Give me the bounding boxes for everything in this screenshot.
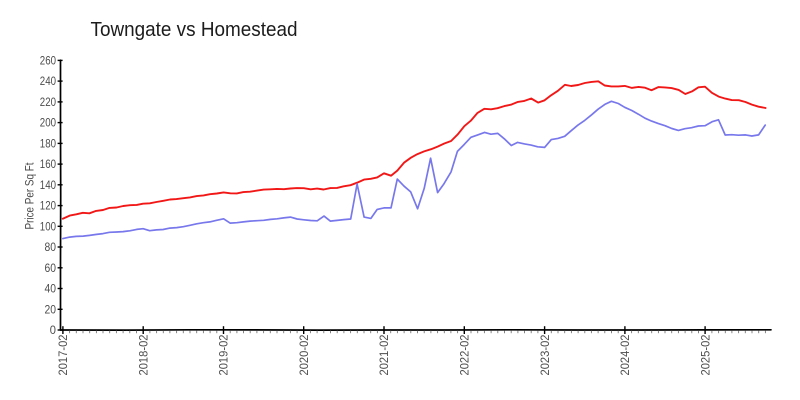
svg-text:80: 80 (45, 240, 57, 254)
svg-text:2020-02: 2020-02 (297, 334, 311, 375)
svg-text:140: 140 (40, 178, 56, 192)
svg-text:2021-02: 2021-02 (377, 334, 391, 375)
svg-text:40: 40 (45, 282, 57, 296)
svg-text:120: 120 (40, 199, 56, 213)
svg-text:0: 0 (50, 323, 56, 337)
svg-text:2019-02: 2019-02 (217, 334, 231, 375)
svg-text:240: 240 (40, 74, 56, 88)
svg-text:100: 100 (40, 219, 56, 233)
svg-text:220: 220 (40, 95, 56, 109)
svg-text:2023-02: 2023-02 (538, 334, 552, 375)
svg-text:20: 20 (45, 302, 57, 316)
svg-text:2018-02: 2018-02 (136, 334, 150, 375)
svg-text:200: 200 (40, 116, 56, 130)
svg-text:160: 160 (40, 157, 56, 171)
svg-text:2024-02: 2024-02 (618, 334, 632, 375)
svg-text:60: 60 (45, 261, 57, 275)
svg-text:2025-02: 2025-02 (698, 334, 712, 375)
svg-text:2017-02: 2017-02 (56, 334, 70, 375)
svg-text:Towngate vs Homestead: Towngate vs Homestead (91, 18, 298, 41)
svg-text:Price Per Sq Ft: Price Per Sq Ft (25, 162, 37, 230)
svg-text:180: 180 (40, 136, 56, 150)
svg-text:2022-02: 2022-02 (458, 334, 472, 375)
svg-text:260: 260 (40, 53, 56, 67)
